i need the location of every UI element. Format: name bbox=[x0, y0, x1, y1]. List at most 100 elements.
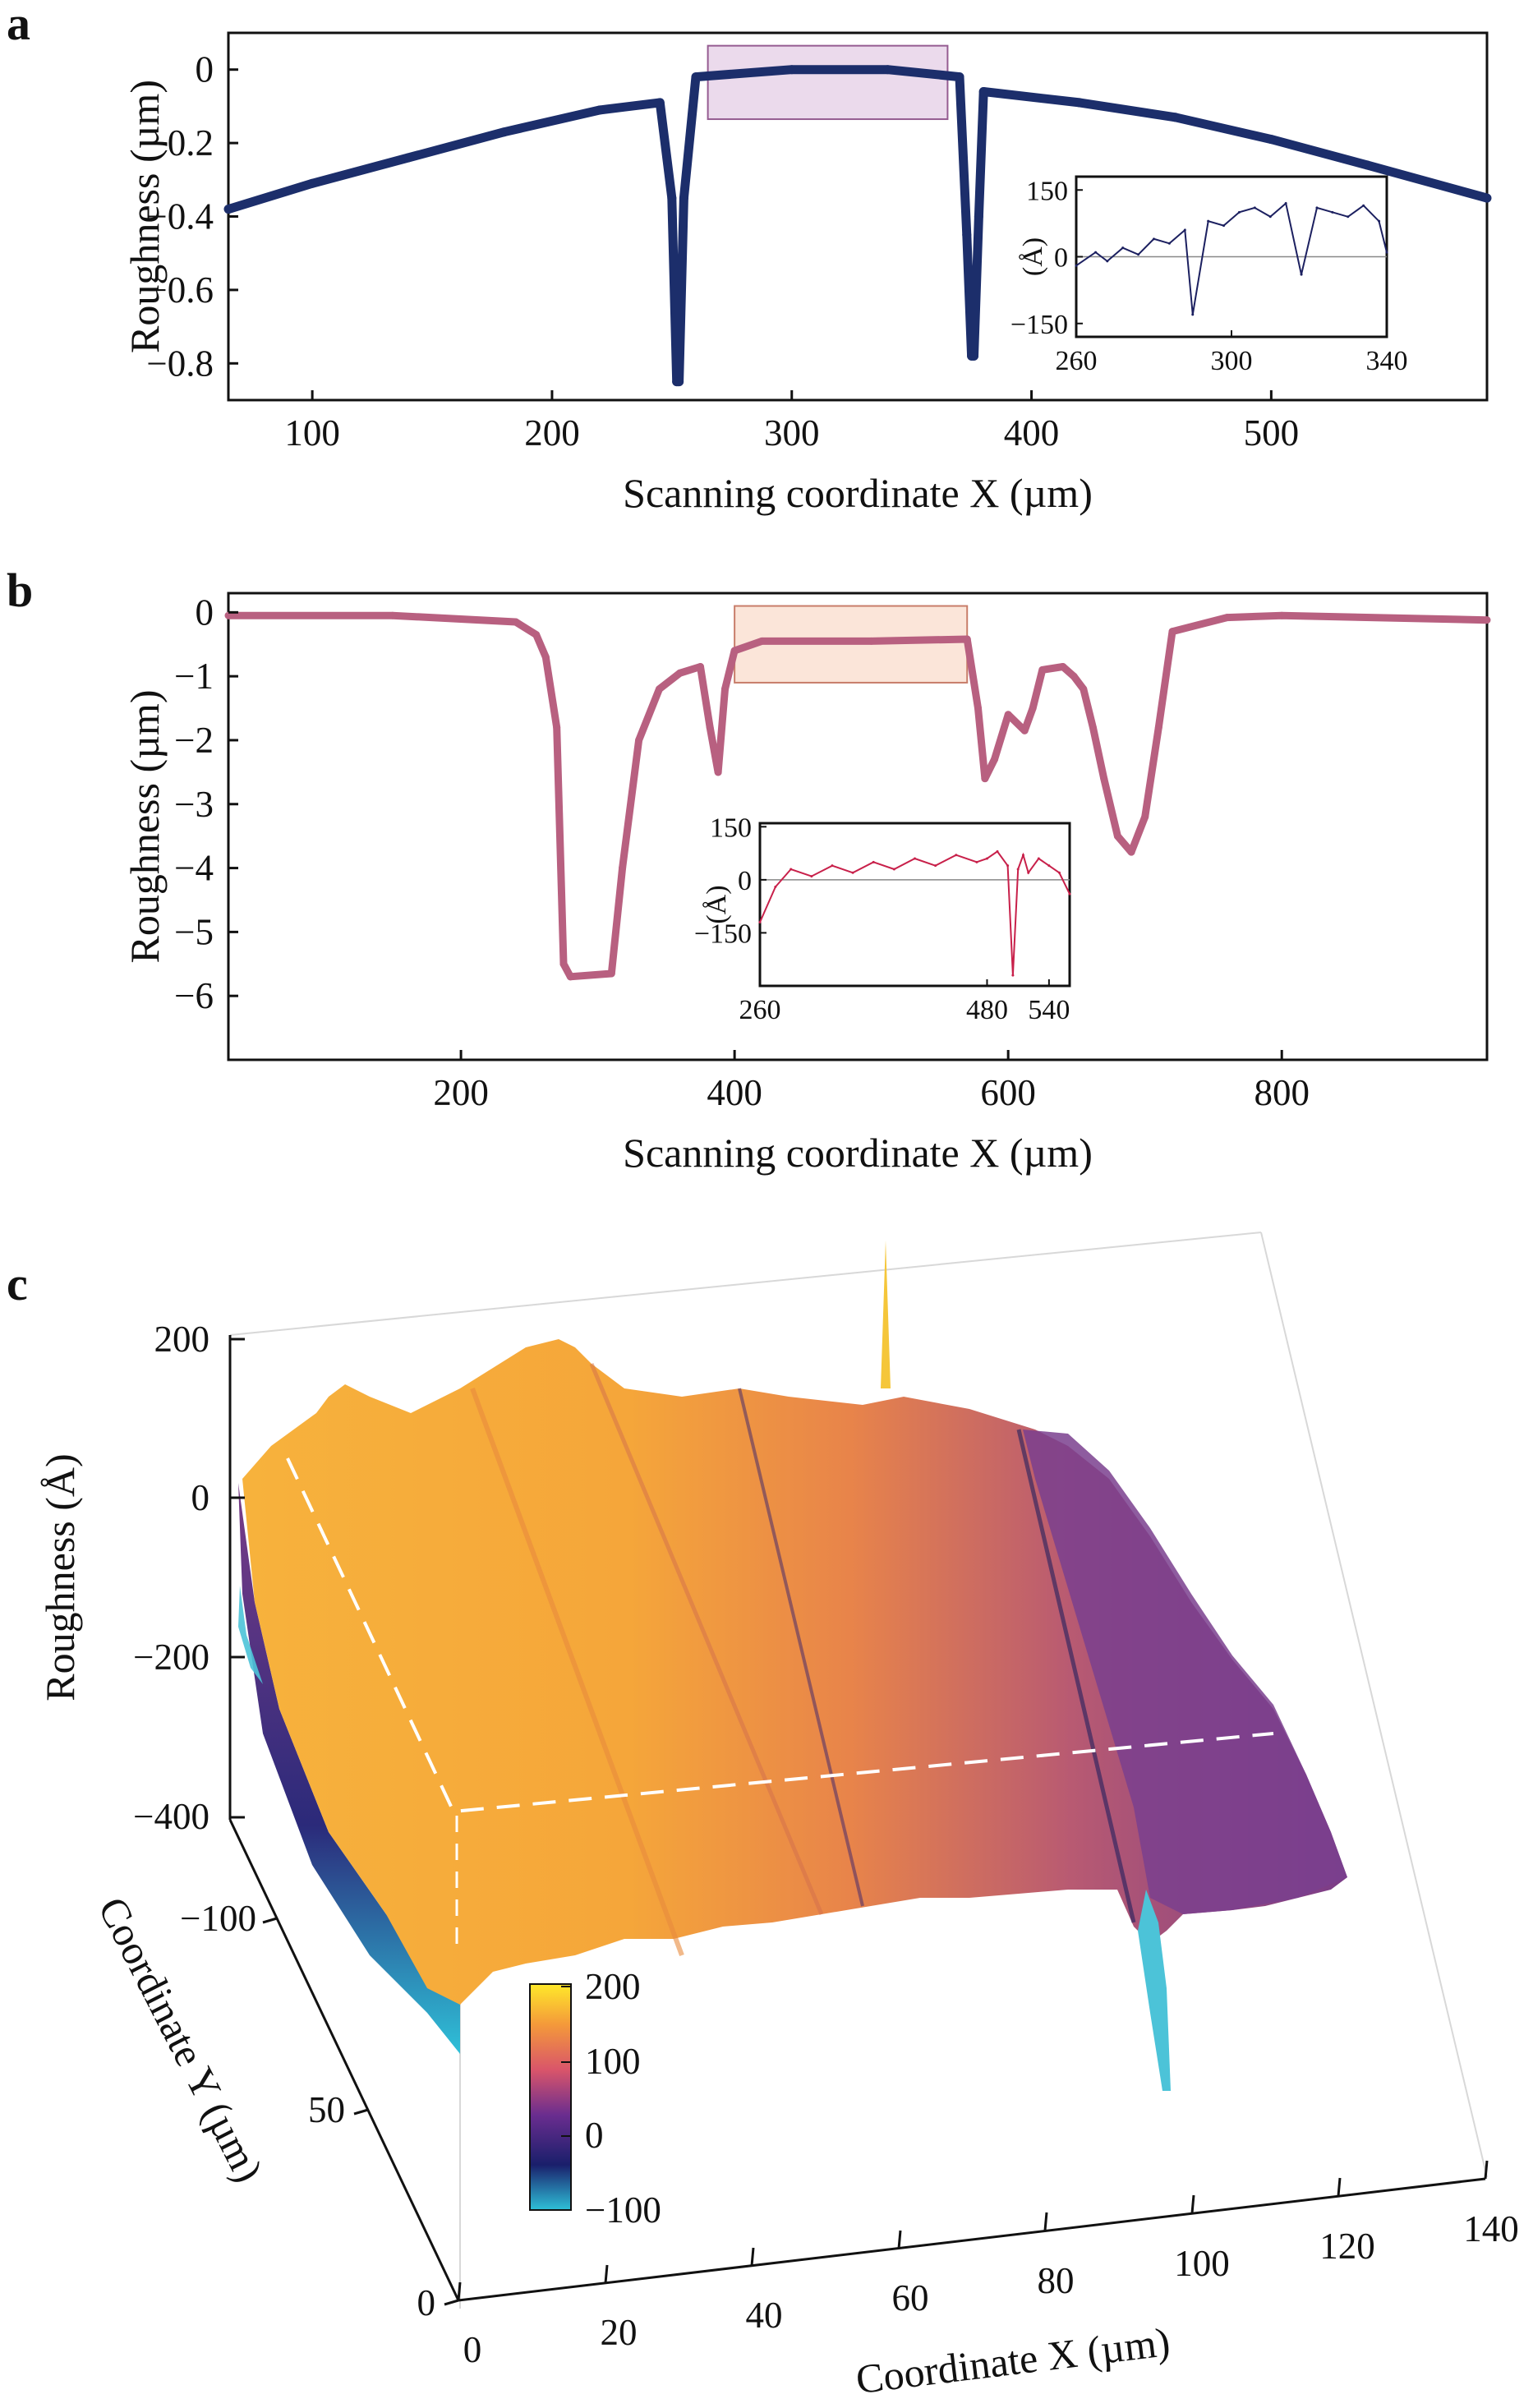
inset-data-point bbox=[1207, 219, 1210, 223]
inset-y-tick-label: 0 bbox=[738, 866, 752, 896]
data-point bbox=[1483, 616, 1491, 624]
inset-data-point bbox=[996, 849, 999, 853]
data-point bbox=[1100, 775, 1108, 783]
data-point bbox=[1223, 614, 1231, 622]
y-tick-label: 0 bbox=[196, 592, 214, 633]
colorbar: 200 100 0 −100 bbox=[529, 1966, 661, 2231]
inset-y-tick-label: 0 bbox=[1054, 243, 1068, 274]
data-point bbox=[635, 736, 643, 744]
y-tick-label: 0 bbox=[196, 49, 214, 90]
y-axis-label: Roughness (µm) bbox=[122, 80, 168, 353]
surface-ridge-2 bbox=[589, 1363, 824, 1915]
inset-y-tick-label: 150 bbox=[1026, 176, 1068, 206]
inset-data-point bbox=[1378, 219, 1381, 223]
data-point bbox=[656, 685, 664, 693]
surface-ridge-3 bbox=[738, 1388, 864, 1907]
inset-data-point bbox=[1057, 871, 1061, 874]
x-tick-label: 0 bbox=[463, 2329, 482, 2370]
highlight-box bbox=[707, 44, 949, 121]
data-point bbox=[1362, 160, 1372, 170]
y-tick-label: 50 bbox=[308, 2089, 345, 2130]
data-point bbox=[1266, 135, 1276, 145]
data-point bbox=[1127, 848, 1135, 856]
inset-data-point bbox=[1121, 246, 1125, 250]
data-point bbox=[720, 685, 729, 693]
inset-data-point bbox=[914, 857, 916, 860]
data-point bbox=[1141, 813, 1149, 821]
data-point bbox=[969, 351, 979, 361]
data-point bbox=[991, 755, 999, 763]
z-tick-label: 0 bbox=[191, 1477, 210, 1518]
surface-ridge-1 bbox=[470, 1387, 684, 1957]
inset-data-point bbox=[1385, 251, 1388, 254]
x-tick-label: 400 bbox=[707, 1072, 762, 1113]
x-tick-label: 200 bbox=[524, 412, 580, 454]
x-tick-label: 300 bbox=[764, 412, 820, 454]
data-point bbox=[532, 631, 541, 639]
inset-data-point bbox=[810, 875, 813, 878]
inset-y-axis-label: (Å) bbox=[1018, 237, 1048, 276]
data-point bbox=[1113, 832, 1121, 840]
data-point bbox=[389, 611, 397, 619]
data-point bbox=[1154, 723, 1162, 731]
data-point bbox=[1029, 704, 1037, 712]
inset-data-point bbox=[1011, 974, 1015, 977]
x-tick-label: 500 bbox=[1244, 412, 1300, 454]
data-point bbox=[541, 653, 550, 661]
surface-ridge-4 bbox=[1016, 1429, 1136, 1923]
data-point bbox=[787, 65, 797, 75]
inset-data-point bbox=[955, 854, 958, 857]
data-point bbox=[974, 212, 983, 221]
data-point bbox=[307, 178, 317, 188]
data-point bbox=[962, 230, 972, 240]
y-axis-label: Roughness (µm) bbox=[122, 690, 168, 964]
y-tick-label: −0.2 bbox=[146, 122, 214, 163]
x-tick-label: 140 bbox=[1463, 2208, 1519, 2249]
data-point bbox=[403, 153, 413, 163]
data-point bbox=[730, 647, 739, 655]
inset-data-point bbox=[1106, 260, 1109, 263]
inset-data-point bbox=[985, 857, 988, 860]
data-point bbox=[1278, 611, 1286, 619]
data-point bbox=[1482, 193, 1492, 203]
inset-data-point bbox=[1237, 210, 1241, 214]
z-tick-label: −400 bbox=[133, 1796, 209, 1837]
data-point bbox=[655, 98, 665, 108]
surface-axes bbox=[228, 1335, 1486, 2302]
plot-frame bbox=[227, 592, 1489, 1061]
surface-dip-cyan bbox=[1138, 1890, 1171, 2091]
data-point bbox=[691, 72, 701, 82]
colorbar-tick-label: −100 bbox=[585, 2189, 661, 2231]
data-point bbox=[553, 723, 561, 731]
inset-y-tick-label: −150 bbox=[694, 919, 752, 949]
inset-x-tick-label: 260 bbox=[1056, 346, 1098, 376]
data-point bbox=[978, 87, 988, 97]
inset-data-point bbox=[851, 871, 854, 874]
inset-data-point bbox=[774, 885, 777, 888]
panel-b-chart: 200 400 600 800 0 −1 −2 −3 −4 −5 −6 Scanning coordi… bbox=[122, 592, 1491, 1176]
data-point bbox=[1004, 711, 1012, 719]
data-point bbox=[667, 193, 677, 203]
inset-data-point bbox=[1331, 210, 1334, 214]
panel-letter-c: c bbox=[7, 1257, 28, 1310]
colorbar-tick-label: 0 bbox=[585, 2115, 604, 2156]
z-tick-label: 200 bbox=[154, 1319, 210, 1360]
colorbar-tick-label: 100 bbox=[585, 2041, 641, 2082]
inset-data-point bbox=[1094, 251, 1098, 254]
inset-frame bbox=[758, 822, 1071, 988]
y-tick-label: −6 bbox=[174, 975, 214, 1016]
inset-data-point bbox=[1075, 264, 1078, 267]
inset-data-point bbox=[1006, 864, 1010, 868]
data-point bbox=[1020, 726, 1029, 734]
x-tick-label: 600 bbox=[980, 1072, 1036, 1113]
inset-data-point bbox=[1068, 892, 1071, 896]
data-point bbox=[963, 635, 971, 643]
inset-data-point bbox=[1137, 253, 1140, 256]
data-point bbox=[757, 637, 766, 645]
x-tick-label: 100 bbox=[284, 412, 340, 454]
x-tick-label: 40 bbox=[746, 2295, 783, 2336]
inset-data-point bbox=[1016, 868, 1020, 871]
data-point bbox=[1089, 723, 1097, 731]
inset-data-point bbox=[1037, 857, 1040, 860]
